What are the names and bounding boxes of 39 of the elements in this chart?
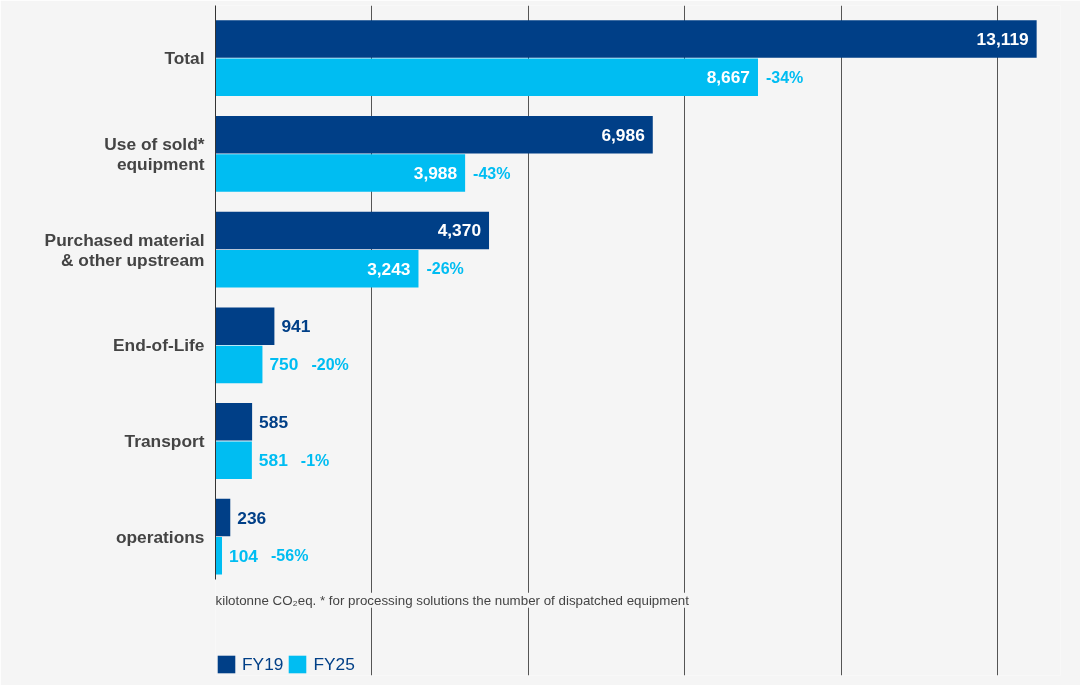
data-label: 3,243 (367, 258, 411, 279)
annotation: -1% (300, 451, 330, 469)
data-label: 13,119 (976, 29, 1029, 49)
data-label: 8,667 (706, 67, 750, 88)
bar (215, 115, 653, 154)
bar (215, 345, 263, 384)
data-label: 750 (269, 354, 299, 375)
legend-label: FY25 (313, 653, 355, 675)
y-tick-label: operations (115, 526, 205, 547)
annotation: -20% (311, 355, 349, 373)
data-label: 4,370 (437, 220, 482, 241)
bar (215, 58, 758, 97)
data-label: 941 (281, 316, 311, 337)
bar (215, 211, 490, 250)
y-tick-label: Use of sold* equipment (104, 133, 205, 174)
annotation: -34% (765, 68, 804, 86)
data-label: 581 (258, 450, 289, 471)
text: kilotonne CO₂eq. * for processing solutions the number of dispatched equipment (215, 592, 690, 608)
data-label: 104 (229, 545, 259, 566)
bar (215, 441, 252, 479)
y-tick-label: End-of-Life (113, 335, 205, 356)
y-tick-label: Transport (124, 431, 205, 451)
annotation: -56% (271, 547, 309, 565)
y-tick-label: Purchased material & other upstream (44, 229, 205, 270)
data-label: 585 (259, 411, 289, 432)
data-label: 6,986 (601, 124, 646, 145)
bar (215, 498, 231, 537)
annotation: -43% (473, 164, 511, 182)
legend-label: FY19 (242, 653, 284, 675)
data-label: 3,988 (413, 163, 458, 183)
bar (215, 403, 253, 441)
y-tick-label: Total (164, 48, 205, 69)
data-label: 236 (237, 507, 267, 528)
bar (215, 307, 275, 345)
bar (215, 20, 1037, 58)
bar (215, 154, 466, 192)
bar (215, 249, 419, 288)
bar (215, 537, 223, 575)
annotation: -26% (426, 260, 464, 278)
